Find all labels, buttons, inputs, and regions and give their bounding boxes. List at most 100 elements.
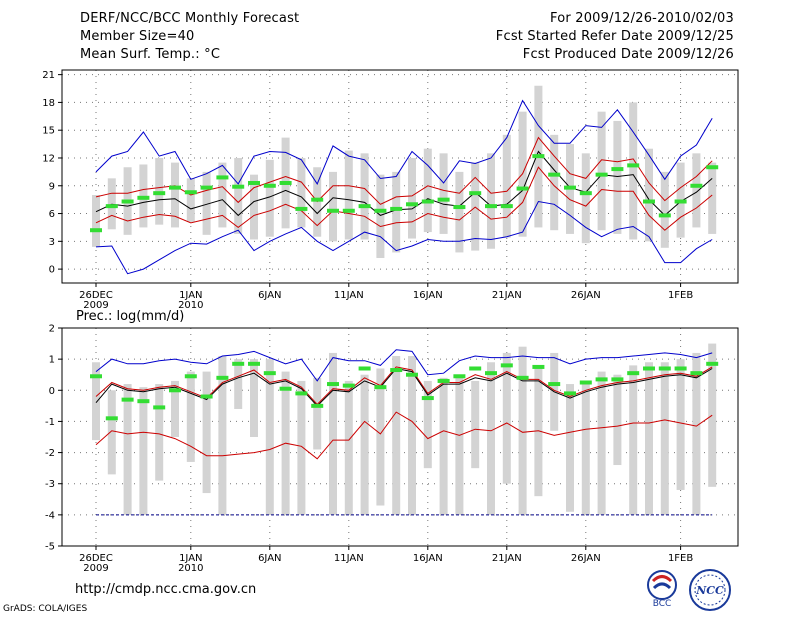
observed-marker <box>169 388 181 393</box>
observed-marker <box>485 204 497 209</box>
y-tick-label: 3 <box>49 237 55 248</box>
observed-marker <box>184 374 197 379</box>
ensemble-box <box>265 159 274 237</box>
ensemble-box <box>218 356 227 515</box>
observed-marker <box>121 199 134 204</box>
ensemble-box <box>487 362 495 515</box>
ensemble-box <box>297 157 306 228</box>
observed-marker <box>611 377 624 382</box>
x-tick-label: 1JAN <box>179 290 202 301</box>
ensemble-box <box>234 359 243 409</box>
ensemble-box <box>423 148 432 233</box>
observed-marker <box>532 154 545 159</box>
ensemble-box <box>439 153 448 234</box>
observed-marker <box>342 208 355 213</box>
observed-marker <box>421 396 434 401</box>
ensemble-box <box>329 352 337 515</box>
observed-marker <box>658 366 671 371</box>
observed-marker <box>200 185 213 190</box>
observed-marker <box>469 191 482 196</box>
y-tick-label: 2 <box>49 324 55 335</box>
ensemble-box <box>518 346 527 515</box>
y-tick-label: 21 <box>42 70 55 81</box>
ensemble-box <box>455 374 464 515</box>
plot-frame <box>61 327 739 547</box>
observed-marker <box>105 416 118 421</box>
observed-marker <box>90 228 102 233</box>
ensemble-box <box>676 359 685 490</box>
x-tick-label: 26DEC <box>79 290 113 301</box>
ensemble-box <box>502 134 511 238</box>
ensemble-box <box>202 371 211 494</box>
observed-marker <box>453 205 466 210</box>
x-tick-label: 11JAN <box>334 553 364 564</box>
variable-label: Mean Surf. Temp.: °C <box>80 47 221 62</box>
ensemble-box <box>660 362 669 515</box>
observed-marker <box>500 363 513 368</box>
ensemble-box <box>629 365 638 515</box>
ensemble-box <box>344 380 353 515</box>
x-tick-label: 21JAN <box>492 290 522 301</box>
ensemble-box <box>645 148 653 242</box>
ensemble-box <box>92 362 100 441</box>
observed-marker <box>406 372 418 377</box>
ensemble-box <box>439 377 448 515</box>
forecast-produced-date: Fcst Produced Date 2009/12/26 <box>522 47 734 62</box>
observed-marker <box>279 180 292 185</box>
ensemble-box <box>376 368 385 506</box>
observed-marker <box>611 167 624 172</box>
ensemble-box <box>250 174 258 240</box>
ensemble-box <box>581 153 590 244</box>
observed-marker <box>421 199 434 204</box>
x-tick-label: 1JAN <box>179 553 202 564</box>
ensemble-box <box>392 356 401 515</box>
observed-marker <box>690 371 703 376</box>
observed-marker <box>390 368 403 373</box>
y-tick-label: 0 <box>49 265 55 276</box>
ensemble-box <box>360 374 369 515</box>
source-url[interactable]: http://cmdp.ncc.cma.gov.cn <box>75 582 257 597</box>
observed-marker <box>311 197 324 202</box>
observed-marker <box>248 180 260 185</box>
observed-marker <box>263 183 276 188</box>
forecast-start-date: Fcst Started Refer Date 2009/12/25 <box>495 29 734 44</box>
series-line-inner-high <box>95 136 713 205</box>
observed-marker <box>674 366 687 371</box>
ensemble-box <box>708 162 717 234</box>
x-tick-label: 11JAN <box>334 290 364 301</box>
ensemble-box <box>186 371 195 462</box>
bcc-logo-icon: BCC <box>647 570 677 608</box>
y-tick-label: -4 <box>45 510 55 521</box>
observed-marker <box>358 366 371 371</box>
observed-marker <box>406 202 418 207</box>
observed-marker <box>627 163 640 168</box>
observed-marker <box>105 204 118 209</box>
x-tick-label: 21JAN <box>492 553 522 564</box>
observed-marker <box>327 382 339 387</box>
observed-marker <box>516 186 529 191</box>
ensemble-box <box>202 171 211 235</box>
ensemble-box <box>171 380 179 437</box>
observed-marker <box>390 206 403 211</box>
ensemble-box <box>692 153 701 228</box>
x-tick-label: 1FEB <box>668 553 693 564</box>
y-tick-label: -3 <box>45 479 55 490</box>
observed-marker <box>216 175 229 180</box>
y-tick-label: -1 <box>45 417 55 428</box>
ensemble-box <box>92 195 100 247</box>
x-tick-sublabel: 2009 <box>83 300 108 311</box>
observed-marker <box>374 208 387 213</box>
series-line-outer-low <box>95 200 713 275</box>
observed-marker <box>485 371 497 376</box>
ncc-logo-text: NCC <box>695 584 724 597</box>
observed-marker <box>295 391 308 396</box>
ensemble-box <box>234 157 243 234</box>
series-line-inner-low <box>95 411 713 460</box>
ensemble-box <box>550 134 559 231</box>
x-tick-label: 1FEB <box>668 290 693 301</box>
observed-marker <box>169 185 181 190</box>
observed-marker <box>327 208 339 213</box>
observed-marker <box>706 165 719 170</box>
ensemble-box <box>123 384 132 515</box>
